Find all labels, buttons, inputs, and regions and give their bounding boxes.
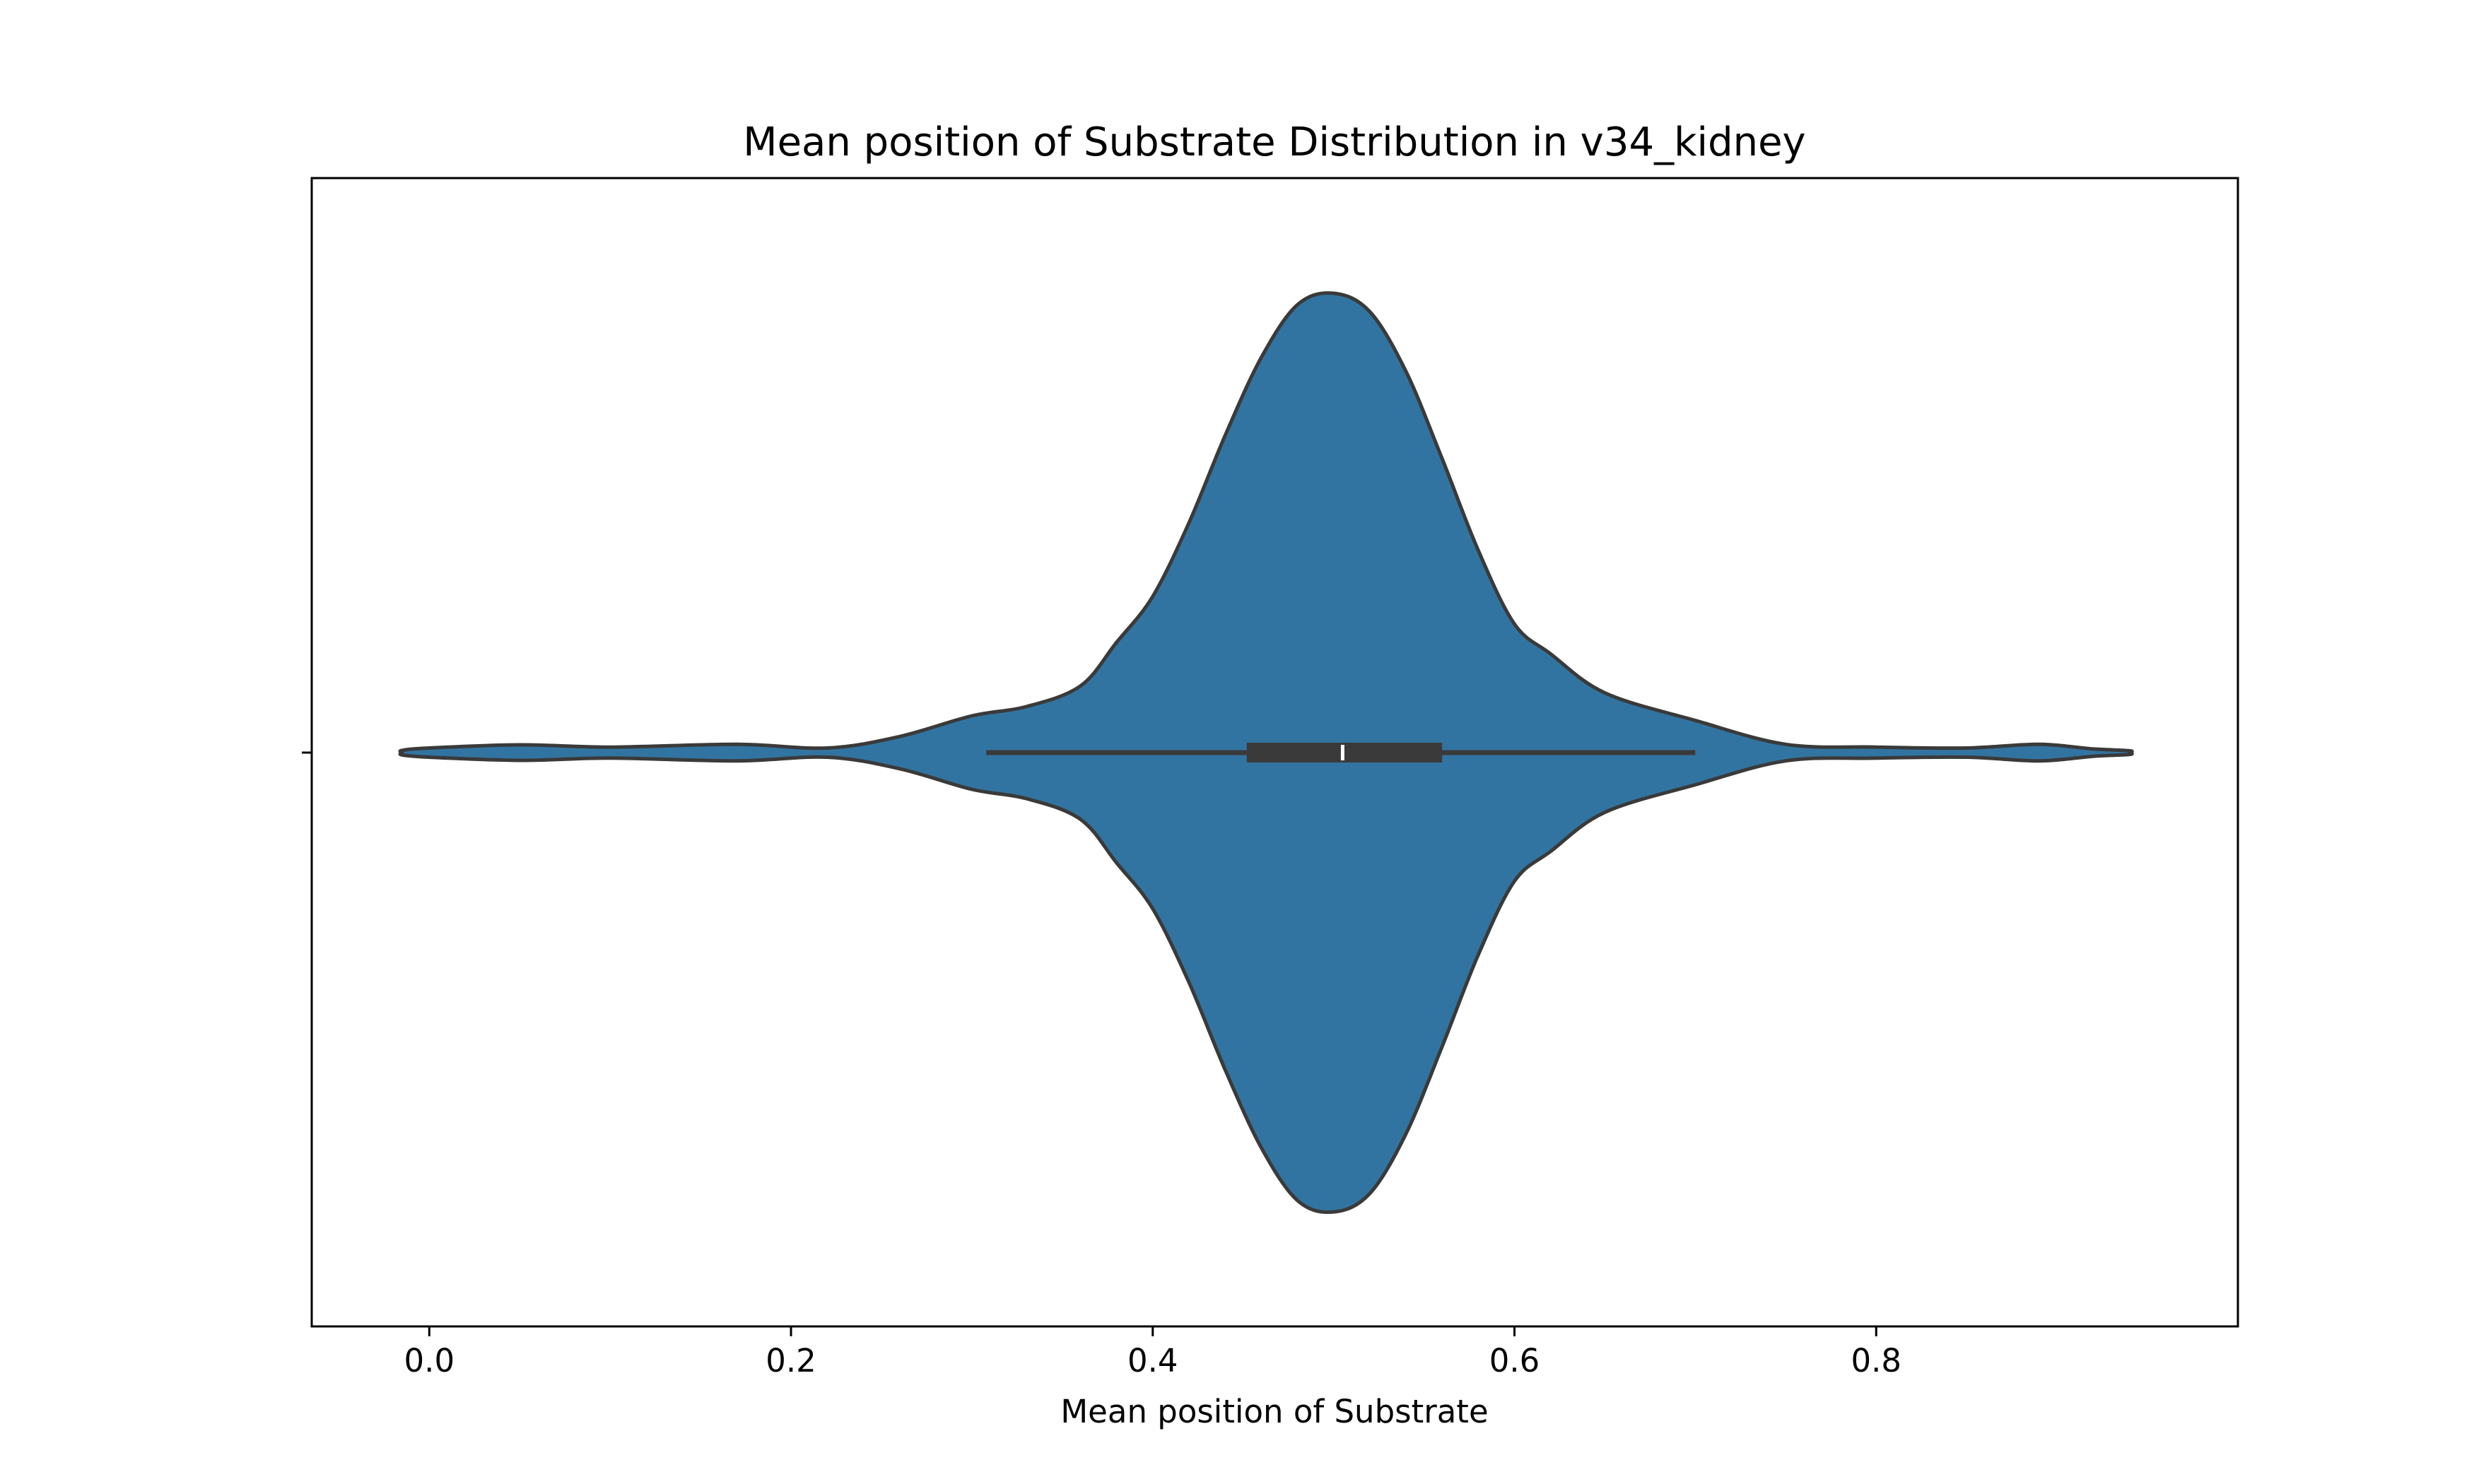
x-tick-label: 0.8 [1851,1342,1901,1379]
chart-title: Mean position of Substrate Distribution … [743,119,1805,165]
plot-area [398,291,2134,1214]
x-tick-label: 0.0 [404,1342,455,1379]
x-tick-label: 0.2 [766,1342,816,1379]
x-axis: 0.0 0.2 0.4 0.6 0.8 [404,1326,1901,1379]
x-tick-label: 0.6 [1489,1342,1540,1379]
x-axis-label: Mean position of Substrate [1060,1393,1488,1430]
iqr-box [1246,743,1443,762]
x-tick-label: 0.4 [1127,1342,1178,1379]
